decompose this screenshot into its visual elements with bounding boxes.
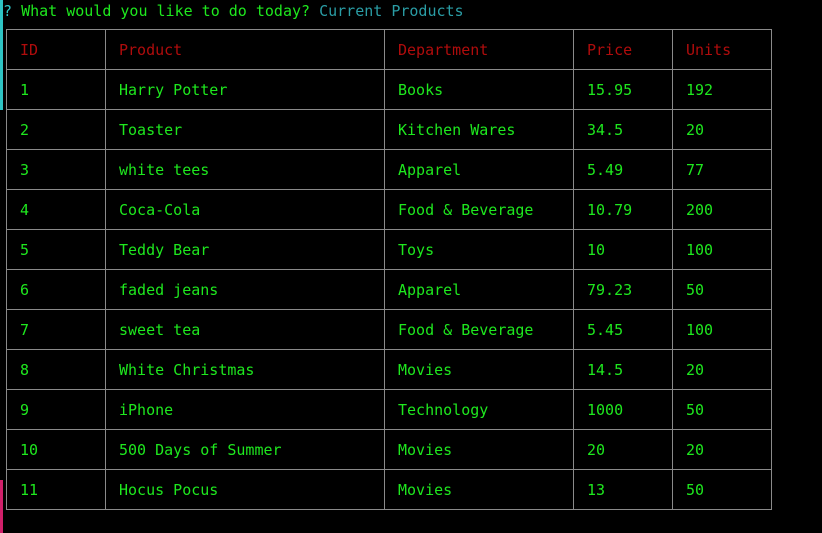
- price-cell: 34.5: [573, 109, 673, 150]
- product-cell: sweet tea: [105, 309, 385, 350]
- units-cell: 20: [672, 109, 772, 150]
- department-cell: Movies: [384, 429, 574, 470]
- product-cell: faded jeans: [105, 269, 385, 310]
- product-cell: Coca-Cola: [105, 189, 385, 230]
- table-row: 1 Harry Potter Books 15.95 192: [6, 69, 772, 110]
- column-header-department: Department: [384, 29, 574, 70]
- id-cell: 11: [6, 469, 106, 510]
- table-row: 8 White Christmas Movies 14.5 20: [6, 349, 772, 390]
- units-cell: 20: [672, 429, 772, 470]
- table-body: 1 Harry Potter Books 15.95 192 2 Toaster Kitche…: [6, 69, 772, 510]
- prompt-question-text: What would you like to do today?: [21, 2, 311, 20]
- table-row: 5 Teddy Bear Toys 10 100: [6, 229, 772, 270]
- price-cell: 5.45: [573, 309, 673, 350]
- table-row: 11 Hocus Pocus Movies 13 50: [6, 469, 772, 510]
- table-row: 2 Toaster Kitchen Wares 34.5 20: [6, 109, 772, 150]
- id-cell: 9: [6, 389, 106, 430]
- department-cell: Books: [384, 69, 574, 110]
- price-cell: 79.23: [573, 269, 673, 310]
- department-cell: Apparel: [384, 269, 574, 310]
- product-cell: iPhone: [105, 389, 385, 430]
- column-header-price: Price: [573, 29, 673, 70]
- price-cell: 5.49: [573, 149, 673, 190]
- window-left-edge: [0, 0, 3, 533]
- units-cell: 192: [672, 69, 772, 110]
- price-cell: 20: [573, 429, 673, 470]
- product-cell: white tees: [105, 149, 385, 190]
- column-header-id: ID: [6, 29, 106, 70]
- department-cell: Apparel: [384, 149, 574, 190]
- department-cell: Food & Beverage: [384, 309, 574, 350]
- id-cell: 8: [6, 349, 106, 390]
- id-cell: 6: [6, 269, 106, 310]
- id-cell: 5: [6, 229, 106, 270]
- table-header-row: ID Product Department Price Units: [6, 29, 772, 70]
- table-row: 7 sweet tea Food & Beverage 5.45 100: [6, 309, 772, 350]
- product-cell: Harry Potter: [105, 69, 385, 110]
- terminal-prompt: ? What would you like to do today? Curre…: [3, 1, 464, 21]
- edge-segment-top: [0, 0, 3, 110]
- units-cell: 200: [672, 189, 772, 230]
- units-cell: 50: [672, 469, 772, 510]
- units-cell: 20: [672, 349, 772, 390]
- product-cell: 500 Days of Summer: [105, 429, 385, 470]
- table-row: 6 faded jeans Apparel 79.23 50: [6, 269, 772, 310]
- column-header-product: Product: [105, 29, 385, 70]
- price-cell: 15.95: [573, 69, 673, 110]
- units-cell: 77: [672, 149, 772, 190]
- department-cell: Kitchen Wares: [384, 109, 574, 150]
- price-cell: 1000: [573, 389, 673, 430]
- units-cell: 50: [672, 389, 772, 430]
- table-row: 10 500 Days of Summer Movies 20 20: [6, 429, 772, 470]
- id-cell: 7: [6, 309, 106, 350]
- product-cell: White Christmas: [105, 349, 385, 390]
- id-cell: 1: [6, 69, 106, 110]
- price-cell: 10: [573, 229, 673, 270]
- table-row: 4 Coca-Cola Food & Beverage 10.79 200: [6, 189, 772, 230]
- units-cell: 100: [672, 229, 772, 270]
- price-cell: 13: [573, 469, 673, 510]
- department-cell: Toys: [384, 229, 574, 270]
- department-cell: Technology: [384, 389, 574, 430]
- column-header-units: Units: [672, 29, 772, 70]
- prompt-question-mark: ?: [3, 2, 13, 20]
- prompt-selected-answer: Current Products: [319, 2, 464, 20]
- units-cell: 100: [672, 309, 772, 350]
- table-row: 3 white tees Apparel 5.49 77: [6, 149, 772, 190]
- id-cell: 4: [6, 189, 106, 230]
- edge-segment-bottom: [0, 480, 3, 533]
- id-cell: 2: [6, 109, 106, 150]
- price-cell: 14.5: [573, 349, 673, 390]
- product-cell: Toaster: [105, 109, 385, 150]
- id-cell: 3: [6, 149, 106, 190]
- price-cell: 10.79: [573, 189, 673, 230]
- department-cell: Food & Beverage: [384, 189, 574, 230]
- units-cell: 50: [672, 269, 772, 310]
- department-cell: Movies: [384, 469, 574, 510]
- product-cell: Teddy Bear: [105, 229, 385, 270]
- products-table: ID Product Department Price Units 1 Harry…: [6, 29, 772, 510]
- id-cell: 10: [6, 429, 106, 470]
- department-cell: Movies: [384, 349, 574, 390]
- table-row: 9 iPhone Technology 1000 50: [6, 389, 772, 430]
- product-cell: Hocus Pocus: [105, 469, 385, 510]
